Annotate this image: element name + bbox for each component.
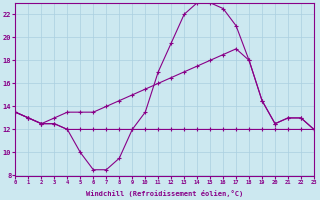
X-axis label: Windchill (Refroidissement éolien,°C): Windchill (Refroidissement éolien,°C) — [86, 190, 243, 197]
